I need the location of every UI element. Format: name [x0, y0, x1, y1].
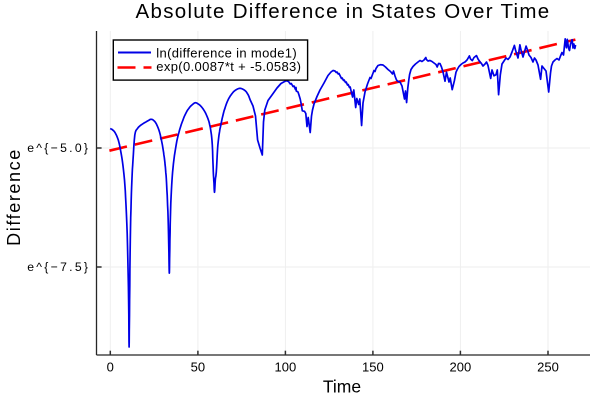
svg-text:Difference: Difference [4, 148, 24, 246]
svg-text:e^{−5.0}: e^{−5.0} [27, 141, 90, 155]
svg-text:Time: Time [323, 377, 361, 397]
svg-text:0: 0 [107, 360, 114, 375]
svg-text:ln(difference in mode1): ln(difference in mode1) [156, 46, 297, 61]
svg-text:150: 150 [362, 360, 384, 375]
svg-text:exp(0.0087*t + -5.0583): exp(0.0087*t + -5.0583) [156, 59, 301, 74]
svg-text:200: 200 [450, 360, 472, 375]
svg-text:100: 100 [275, 360, 297, 375]
svg-text:e^{−7.5}: e^{−7.5} [27, 260, 90, 274]
svg-text:250: 250 [537, 360, 559, 375]
svg-text:50: 50 [191, 360, 205, 375]
svg-text:Absolute Difference in States: Absolute Difference in States Over Time [136, 0, 551, 23]
